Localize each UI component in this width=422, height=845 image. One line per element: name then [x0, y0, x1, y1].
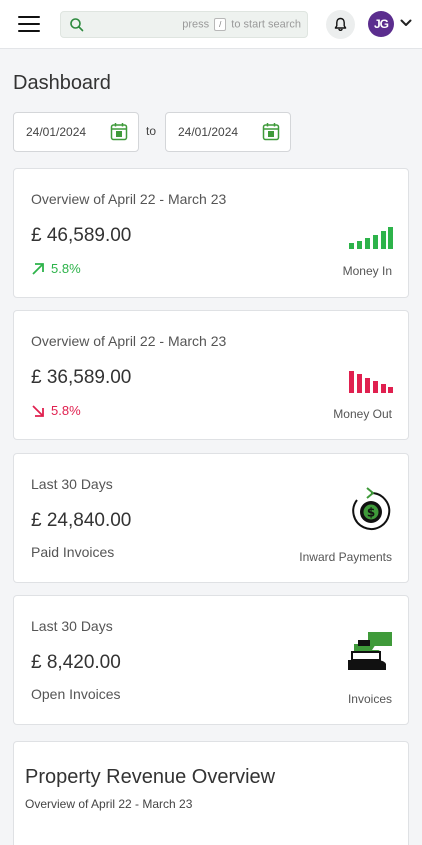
bell-icon — [334, 17, 347, 32]
money-out-card[interactable]: Overview of April 22 - March 23 £ 36,589… — [13, 310, 409, 440]
card-amount: £ 36,589.00 — [31, 367, 132, 388]
search-input[interactable] — [89, 12, 209, 37]
date-from-field[interactable] — [13, 112, 139, 152]
date-from-input[interactable] — [26, 123, 106, 141]
calendar-icon[interactable] — [262, 122, 280, 141]
change-value: 5.8% — [51, 261, 81, 277]
search-icon — [70, 18, 84, 32]
card-amount: £ 8,420.00 — [31, 652, 121, 673]
search-hint-after: to start search — [231, 18, 301, 31]
avatar[interactable]: JG — [368, 11, 394, 37]
card-amount: £ 24,840.00 — [31, 510, 132, 531]
notifications-button[interactable] — [326, 10, 355, 39]
calendar-icon[interactable] — [110, 122, 128, 141]
money-in-card[interactable]: Overview of April 22 - March 23 £ 46,589… — [13, 168, 409, 298]
top-bar: press / to start search JG — [0, 0, 422, 49]
invoice-status: Paid Invoices — [31, 544, 115, 560]
card-subtitle: Overview of April 22 - March 23 — [31, 191, 227, 207]
section-subtitle: Overview of April 22 - March 23 — [25, 797, 193, 811]
card-label: Inward Payments — [299, 550, 392, 564]
inward-payment-icon: $ — [352, 487, 391, 530]
search-box[interactable]: press / to start search — [60, 11, 308, 38]
change-indicator: 5.8% — [31, 260, 81, 276]
card-label: Money Out — [333, 407, 392, 421]
shortcut-key: / — [214, 18, 227, 31]
card-amount: £ 46,589.00 — [31, 225, 132, 246]
card-subtitle: Overview of April 22 - March 23 — [31, 333, 227, 349]
date-to-field[interactable] — [165, 112, 291, 152]
svg-text:$: $ — [367, 506, 375, 520]
card-label: Money In — [342, 264, 392, 278]
date-range-separator: to — [146, 124, 157, 138]
card-label: Invoices — [347, 692, 392, 706]
bar-chart-up-icon — [349, 227, 393, 249]
paid-invoices-card[interactable]: Last 30 Days £ 24,840.00 Paid Invoices $… — [13, 453, 409, 583]
arrow-up-right-icon — [32, 262, 44, 275]
card-subtitle: Last 30 Days — [31, 618, 113, 634]
open-invoices-card[interactable]: Last 30 Days £ 8,420.00 Open Invoices In… — [13, 595, 409, 725]
card-subtitle: Last 30 Days — [31, 476, 113, 492]
page-title: Dashboard — [13, 72, 111, 94]
menu-icon[interactable] — [18, 15, 40, 33]
invoice-status: Open Invoices — [31, 686, 121, 702]
property-revenue-card: Property Revenue Overview Overview of Ap… — [13, 741, 409, 845]
chevron-down-icon[interactable] — [400, 19, 412, 27]
change-value: 5.8% — [51, 403, 81, 419]
search-hint-before: press — [182, 18, 210, 31]
arrow-down-right-icon — [32, 404, 44, 417]
bar-chart-down-icon — [349, 371, 393, 393]
date-to-input[interactable] — [178, 123, 258, 141]
change-indicator: 5.8% — [31, 402, 81, 418]
hand-money-icon — [348, 632, 392, 670]
search-hint: press / to start search — [182, 18, 301, 31]
section-title: Property Revenue Overview — [25, 766, 276, 788]
